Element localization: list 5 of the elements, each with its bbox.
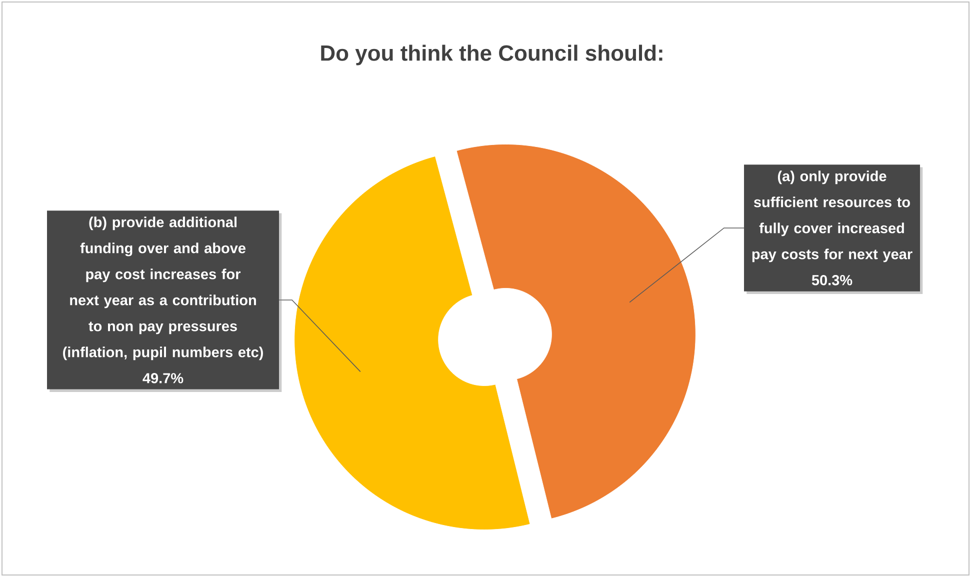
slice-label: (b) provide additional funding over and above pay cost increases for next year as a contribution to non pay pressures (inflation, pupil numbers etc) xyxy=(63,216,263,360)
data-label: 49.7% xyxy=(142,373,184,384)
chart-title: Do you think the Council should: xyxy=(321,44,662,66)
slice-label: (a) only provide sufficient resources to fully cover increased pay costs for next year xyxy=(752,170,912,262)
data-label: 50.3% xyxy=(812,275,852,286)
